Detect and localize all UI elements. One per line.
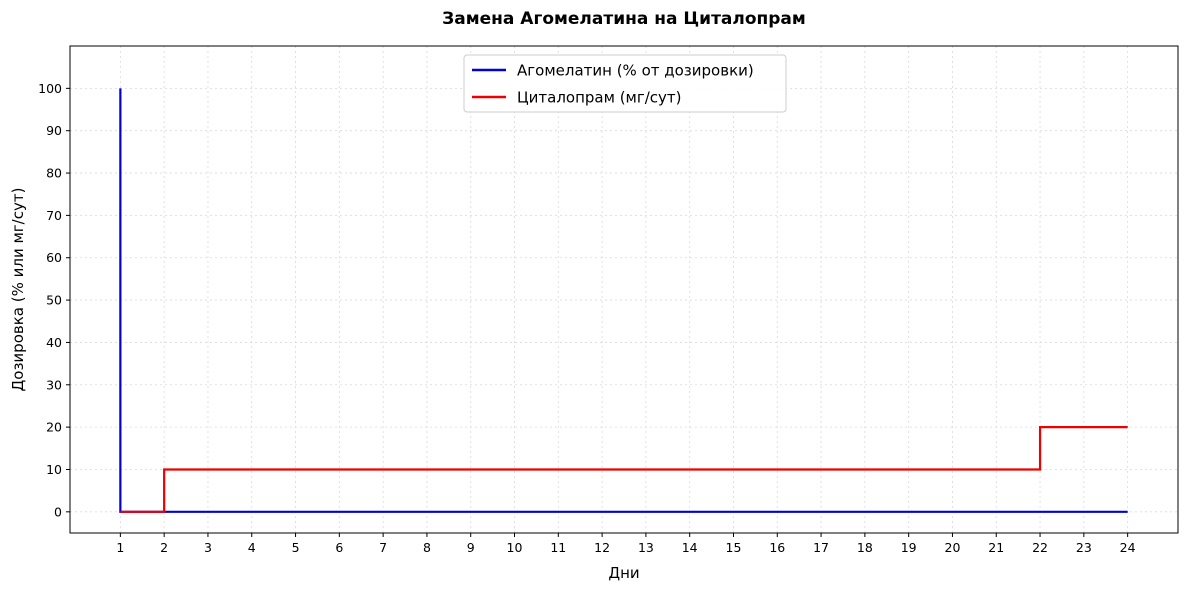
x-tick-label: 16 — [769, 540, 785, 555]
x-tick-label: 13 — [638, 540, 654, 555]
x-axis-label: Дни — [608, 564, 639, 582]
legend-label-2: Циталопрам (мг/сут) — [517, 89, 682, 107]
plot-frame — [69, 45, 1179, 534]
x-tick-label: 8 — [423, 540, 431, 555]
x-tick-label: 6 — [335, 540, 343, 555]
x-tick-label: 18 — [857, 540, 873, 555]
series-line-2 — [120, 426, 1128, 513]
y-tick-label: 10 — [46, 462, 62, 477]
legend-box — [463, 54, 787, 113]
y-tick-label: 80 — [46, 166, 62, 181]
y-axis-label: Дозировка (% или мг/сут) — [9, 188, 27, 392]
x-tick-label: 22 — [1032, 540, 1048, 555]
x-tick-label: 21 — [988, 540, 1004, 555]
y-tick-label: 30 — [46, 377, 62, 392]
x-tick-label: 4 — [248, 540, 256, 555]
y-tick-label: 40 — [46, 335, 62, 350]
x-tick-label: 2 — [160, 540, 168, 555]
x-tick-label: 19 — [901, 540, 917, 555]
y-tick-label: 0 — [54, 504, 62, 519]
x-tick-label: 9 — [467, 540, 475, 555]
legend-label-1: Агомелатин (% от дозировки) — [517, 62, 754, 80]
x-axis-ticks: 1 2 3 4 5 6 7 8 9 10 11 12 13 14 15 16 17 18 19 20 21 22 23 24 — [116, 533, 1136, 555]
x-tick-label: 24 — [1120, 540, 1136, 555]
x-tick-label: 1 — [116, 540, 124, 555]
x-tick-label: 7 — [379, 540, 387, 555]
x-tick-label: 12 — [594, 540, 610, 555]
series-layer — [119, 88, 1128, 513]
x-tick-label: 5 — [292, 540, 300, 555]
x-tick-label: 3 — [204, 540, 212, 555]
chart-title: Замена Агомелатина на Циталопрам — [442, 9, 806, 29]
x-tick-label: 14 — [682, 540, 698, 555]
y-tick-label: 60 — [46, 250, 62, 265]
grid — [70, 46, 1178, 533]
x-tick-label: 23 — [1076, 540, 1092, 555]
x-tick-label: 20 — [945, 540, 961, 555]
y-tick-label: 20 — [46, 420, 62, 435]
y-tick-label: 90 — [46, 123, 62, 138]
x-tick-label: 15 — [726, 540, 742, 555]
x-tick-label: 10 — [507, 540, 523, 555]
x-tick-label: 11 — [550, 540, 566, 555]
y-tick-label: 50 — [46, 293, 62, 308]
x-tick-label: 17 — [813, 540, 829, 555]
y-tick-label: 100 — [38, 81, 62, 96]
y-tick-label: 70 — [46, 208, 62, 223]
legend: Агомелатин (% от дозировки) Циталопрам (м… — [463, 54, 787, 113]
y-axis-ticks: 0 10 20 30 40 50 60 70 80 90 100 — [38, 81, 70, 519]
